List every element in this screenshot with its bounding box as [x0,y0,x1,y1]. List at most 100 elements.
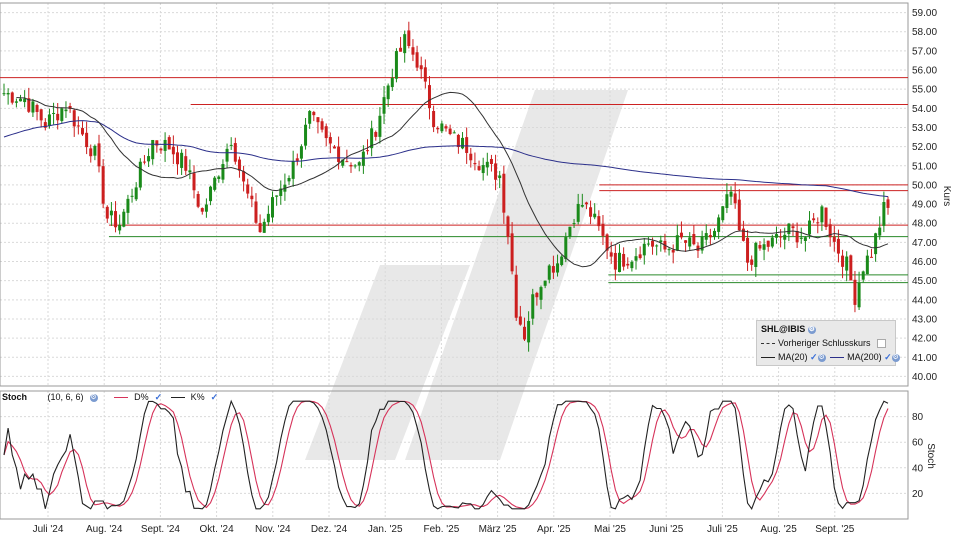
candle-down [828,224,832,238]
candle-down [733,193,737,204]
candle-up [754,242,758,267]
candle-down [27,98,31,112]
settings-icon[interactable]: ⚙ [807,325,816,334]
candle-down [427,85,431,109]
legend-prev-close-row: Vorheriger Schlusskurs [761,338,887,349]
price-y-tick: 59.00 [912,8,937,19]
price-y-tick: 57.00 [912,46,937,57]
check-icon[interactable]: ✓ [810,352,818,362]
candle-down [258,223,262,233]
price-y-ticks: 59.00 58.00 57.00 56.00 55.00 54.00 53.00 52.00… [912,8,937,383]
settings-icon[interactable]: ⚙ [89,393,98,402]
candle-down [506,216,510,238]
candle-down [518,316,522,325]
candle-up [262,221,266,233]
candle-down [155,140,159,146]
candle-up [787,223,791,235]
candle-down [43,122,47,128]
candle-up [725,194,729,208]
x-ticks: Juli '24 Aug. '24 Sept. '24 Okt. '24 Nov. '2… [33,524,855,535]
candle-up [6,92,10,95]
candle-down [242,171,246,182]
checkbox-icon[interactable] [877,339,887,349]
candle-up [229,144,233,146]
price-y-tick: 50.00 [912,180,937,191]
candle-down [159,148,163,151]
stoch-legend: Stoch (10, 6, 6) ⚙ D% ✓ K% ✓ [2,392,224,405]
candle-down [535,292,539,298]
candle-up [403,34,407,54]
candle-up [287,177,291,182]
x-tick: Okt. '24 [200,524,235,535]
candle-up [717,217,721,232]
candle-down [584,202,588,205]
candle-up [138,161,142,188]
candle-down [836,238,840,254]
price-y-tick: 42.00 [912,334,937,345]
candle-up [659,240,663,243]
candle-up [163,139,167,151]
candle-up [713,230,717,237]
candle-up [762,244,766,250]
check-icon[interactable]: ✓ [210,392,219,402]
candle-down [551,266,555,273]
candle-up [861,271,865,280]
candle-down [832,236,836,242]
candle-up [209,186,213,202]
candle-down [758,245,762,249]
candle-up [564,237,568,260]
legend-k: K% [190,392,205,402]
price-panel-frame [0,2,909,387]
legend-symbol-row: SHL@IBIS ⚙ [761,324,816,334]
legend-symbol: SHL@IBIS [761,324,806,334]
candle-up [498,175,502,179]
x-tick: Mai '25 [594,524,626,535]
candle-up [122,211,126,227]
candle-up [291,161,295,179]
x-tick: Juli '24 [33,524,64,535]
legend-ma-row: MA(20) ✓⚙ MA(200) ✓⚙ [761,352,900,363]
candle-down [708,235,712,238]
candle-up [378,115,382,137]
settings-icon[interactable]: ⚙ [817,353,826,362]
candle-down [456,134,460,148]
candle-down [200,208,204,212]
stoch-y-ticks: 80 60 40 20 [912,412,924,500]
candle-up [308,111,312,124]
price-axis-title: Kurs [941,186,952,207]
price-y-tick: 40.00 [912,372,937,383]
candle-down [849,255,853,281]
stoch-title: Stoch [2,392,28,402]
ma200-line [3,120,889,198]
candle-down [250,195,254,200]
candle-down [184,156,188,171]
candle-up [341,159,345,166]
legend-ma20: MA(20) [778,352,808,362]
price-y-tick: 55.00 [912,85,937,96]
legend-ma200: MA(200) [847,352,882,362]
candle-down [469,153,473,161]
check-icon[interactable]: ✓ [884,352,892,362]
candle-up [845,256,849,271]
candle-down [766,240,770,247]
stoch-y-tick: 60 [912,438,924,449]
candle-up [882,202,886,226]
candle-down [816,222,820,224]
x-tick: Sept. '24 [141,524,181,535]
price-y-tick: 48.00 [912,219,937,230]
candle-down [638,254,642,259]
candle-up [642,243,646,256]
candle-down [10,92,14,103]
candle-down [68,106,72,109]
candle-up [361,151,365,166]
candle-down [841,255,845,267]
candle-down [171,146,175,155]
x-tick: Juni '25 [649,524,684,535]
stoch-y-tick: 80 [912,412,924,423]
candle-up [729,191,733,197]
candle-down [684,240,688,243]
settings-icon[interactable]: ⚙ [891,353,900,362]
check-icon[interactable]: ✓ [154,392,163,402]
candle-up [93,145,97,156]
